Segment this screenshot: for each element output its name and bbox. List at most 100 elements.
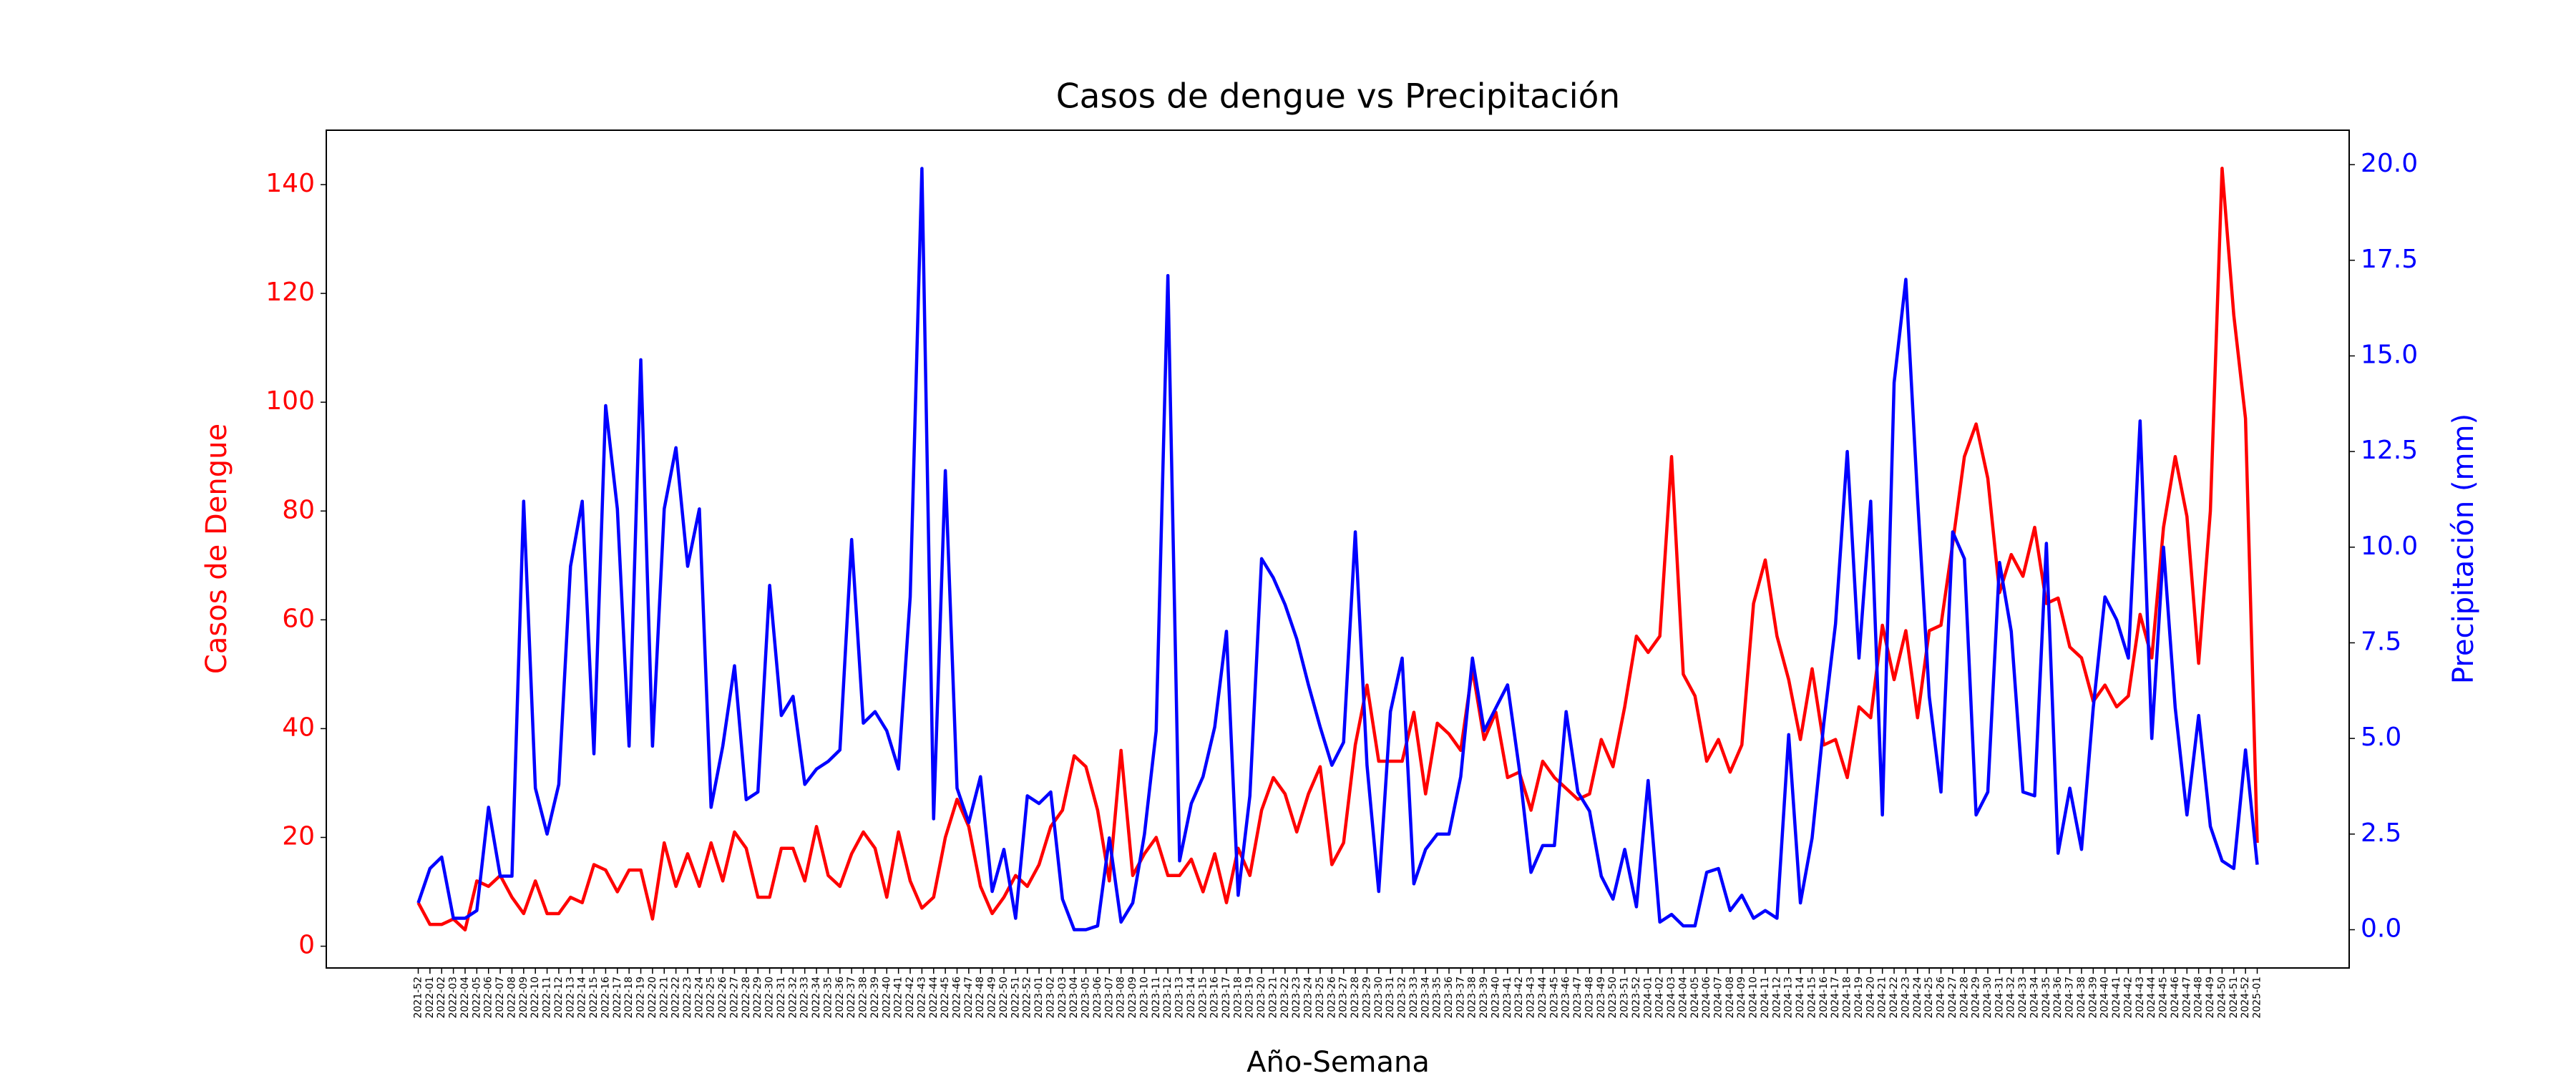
x-tick-label: 2023-10 <box>1138 977 1150 1019</box>
x-tick-label: 2022-27 <box>728 977 740 1019</box>
x-tick-label: 2024-10 <box>1748 977 1760 1019</box>
x-tick-label: 2023-41 <box>1502 977 1513 1019</box>
x-tick-label: 2023-39 <box>1478 977 1490 1019</box>
y-tick-label: 20 <box>282 822 315 851</box>
x-tick-label: 2024-02 <box>1654 977 1666 1019</box>
x-tick-label: 2022-48 <box>975 977 986 1019</box>
x-tick-label: 2022-02 <box>436 977 447 1019</box>
y2-tick-label: 7.5 <box>2361 627 2401 657</box>
x-tick-label: 2024-46 <box>2170 977 2181 1019</box>
x-tick-label: 2024-25 <box>1923 977 1935 1019</box>
x-tick-label: 2022-46 <box>951 977 962 1019</box>
x-tick-label: 2023-20 <box>1256 977 1267 1019</box>
x-tick-label: 2023-45 <box>1548 977 1560 1019</box>
x-tick-label: 2023-11 <box>1151 977 1162 1019</box>
x-tick-label: 2024-34 <box>2029 977 2040 1019</box>
x-tick-label: 2022-47 <box>963 977 975 1019</box>
x-tick-label: 2022-09 <box>518 977 530 1019</box>
x-tick-label: 2022-29 <box>752 977 763 1019</box>
x-tick-label: 2022-23 <box>682 977 693 1019</box>
x-tick-label: 2022-25 <box>706 977 717 1019</box>
x-tick-label: 2023-22 <box>1279 977 1291 1019</box>
x-tick-label: 2022-04 <box>459 977 471 1019</box>
x-tick-label: 2023-40 <box>1490 977 1501 1019</box>
x-tick-label: 2022-06 <box>483 977 494 1019</box>
x-tick-label: 2024-50 <box>2216 977 2228 1019</box>
x-tick-label: 2024-44 <box>2146 977 2157 1019</box>
x-tick-label: 2022-19 <box>635 977 647 1019</box>
x-tick-label: 2023-14 <box>1186 977 1197 1019</box>
y2-tick-label: 10.0 <box>2361 532 2418 561</box>
x-tick-label: 2022-30 <box>764 977 776 1019</box>
x-tick-label: 2024-29 <box>1971 977 1982 1019</box>
x-tick-label: 2024-20 <box>1865 977 1876 1019</box>
x-tick-label: 2024-38 <box>2076 977 2087 1019</box>
x-tick-label: 2022-33 <box>799 977 811 1019</box>
x-tick-label: 2023-13 <box>1174 977 1186 1019</box>
x-tick-label: 2024-28 <box>1958 977 1970 1019</box>
x-tick-label: 2023-19 <box>1244 977 1256 1019</box>
x-tick-label: 2021-52 <box>413 977 424 1019</box>
x-tick-label: 2023-07 <box>1103 977 1115 1019</box>
x-tick-label: 2023-33 <box>1408 977 1420 1019</box>
x-tick-label: 2024-31 <box>1994 977 2005 1019</box>
y-tick-label: 140 <box>265 169 315 198</box>
x-tick-label: 2022-49 <box>987 977 998 1019</box>
x-tick-label: 2022-17 <box>612 977 623 1019</box>
x-tick-label: 2024-36 <box>2052 977 2064 1019</box>
x-tick-label: 2023-17 <box>1221 977 1232 1019</box>
x-tick-label: 2023-08 <box>1116 977 1127 1019</box>
x-tick-label: 2024-45 <box>2158 977 2170 1019</box>
x-tick-label: 2022-42 <box>904 977 916 1019</box>
x-tick-label: 2023-32 <box>1397 977 1408 1019</box>
y-tick-label: 80 <box>282 495 315 524</box>
x-tick-label: 2023-18 <box>1232 977 1244 1019</box>
x-tick-label: 2022-45 <box>940 977 951 1019</box>
x-tick-label: 2024-15 <box>1806 977 1818 1019</box>
x-tick-label: 2022-16 <box>600 977 611 1019</box>
x-tick-label: 2023-42 <box>1513 977 1525 1019</box>
x-tick-label: 2022-52 <box>1022 977 1033 1019</box>
x-tick-label: 2022-38 <box>858 977 869 1019</box>
x-tick-label: 2023-51 <box>1619 977 1631 1019</box>
x-tick-label: 2024-12 <box>1771 977 1782 1019</box>
x-tick-label: 2023-37 <box>1455 977 1466 1019</box>
x-tick-label: 2024-16 <box>1818 977 1830 1019</box>
x-tick-label: 2024-19 <box>1853 977 1865 1019</box>
x-tick-label: 2023-36 <box>1443 977 1455 1019</box>
x-tick-label: 2022-01 <box>424 977 436 1019</box>
x-tick-label: 2024-51 <box>2228 977 2240 1019</box>
y2-tick-label: 5.0 <box>2361 723 2401 752</box>
x-tick-label: 2024-30 <box>1982 977 1994 1019</box>
x-tick-label: 2022-13 <box>565 977 576 1019</box>
x-tick-label: 2022-24 <box>693 977 705 1019</box>
x-tick-label: 2024-23 <box>1900 977 1911 1019</box>
x-tick-label: 2023-04 <box>1068 977 1080 1019</box>
x-tick-label: 2023-47 <box>1572 977 1584 1019</box>
x-tick-label: 2022-43 <box>916 977 927 1019</box>
y2-tick-label: 12.5 <box>2361 436 2418 465</box>
x-tick-label: 2022-41 <box>893 977 904 1019</box>
y2-axis-label: Precipitación (mm) <box>2447 414 2480 684</box>
x-tick-label: 2024-06 <box>1701 977 1712 1019</box>
x-tick-label: 2023-25 <box>1314 977 1326 1019</box>
x-tick-label: 2022-26 <box>717 977 728 1019</box>
x-tick-label: 2023-48 <box>1584 977 1595 1019</box>
x-tick-label: 2024-27 <box>1947 977 1958 1019</box>
x-tick-label: 2024-05 <box>1689 977 1701 1019</box>
y-tick-label: 60 <box>282 604 315 633</box>
x-tick-label: 2024-33 <box>2017 977 2029 1019</box>
x-tick-label: 2023-52 <box>1631 977 1642 1019</box>
x-tick-label: 2023-35 <box>1432 977 1443 1019</box>
x-tick-label: 2022-32 <box>787 977 799 1019</box>
x-tick-label: 2023-23 <box>1291 977 1302 1019</box>
x-tick-label: 2024-21 <box>1877 977 1888 1019</box>
chart-title: Casos de dengue vs Precipitación <box>1056 77 1620 117</box>
x-tick-label: 2022-08 <box>506 977 517 1019</box>
x-tick-label: 2024-18 <box>1842 977 1853 1019</box>
x-tick-label: 2023-28 <box>1350 977 1361 1019</box>
x-tick-label: 2024-09 <box>1736 977 1747 1019</box>
y-tick-label: 40 <box>282 713 315 742</box>
